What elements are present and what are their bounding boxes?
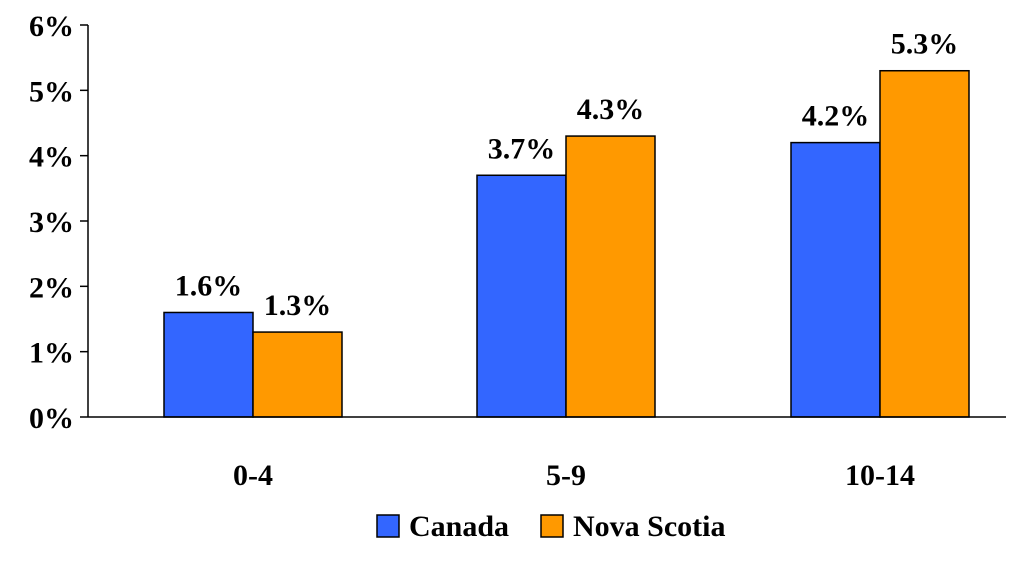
legend-swatch-nova-scotia [540,514,564,538]
legend: Canada Nova Scotia [376,510,726,543]
y-axis-ticks: 0% 1% 2% 3% 4% 5% 6% [29,10,88,435]
bar-canada-10-14 [790,141,881,418]
bars [163,69,970,418]
y-tick-label: 1% [29,337,74,370]
data-labels: 1.6% 1.3% 3.7% 4.3% 4.2% 5.3% [175,28,959,322]
bar-nova-scotia-5-9 [565,135,656,418]
legend-label: Nova Scotia [573,510,726,543]
x-category-label: 5-9 [546,459,586,492]
x-category-label: 10-14 [845,459,915,492]
bar-canada-0-4 [163,311,254,418]
data-label: 3.7% [488,132,556,165]
bar-nova-scotia-0-4 [252,331,343,418]
bar-canada-5-9 [476,174,567,418]
data-label: 4.3% [577,93,645,126]
y-tick-label: 0% [29,402,74,435]
data-label: 4.2% [802,100,870,133]
legend-swatch-canada [376,514,400,538]
y-tick-label: 5% [29,75,74,108]
bar-nova-scotia-10-14 [879,69,970,418]
x-axis-labels: 0-4 5-9 10-14 [233,459,915,492]
y-tick-label: 2% [29,271,74,304]
legend-label: Canada [409,510,509,543]
x-category-label: 0-4 [233,459,273,492]
data-label: 1.3% [264,289,332,322]
y-tick-label: 4% [29,141,74,174]
y-tick-label: 3% [29,206,74,239]
axes [87,25,1006,418]
y-tick-label: 6% [29,10,74,43]
data-label: 1.6% [175,269,243,302]
data-label: 5.3% [891,28,959,61]
